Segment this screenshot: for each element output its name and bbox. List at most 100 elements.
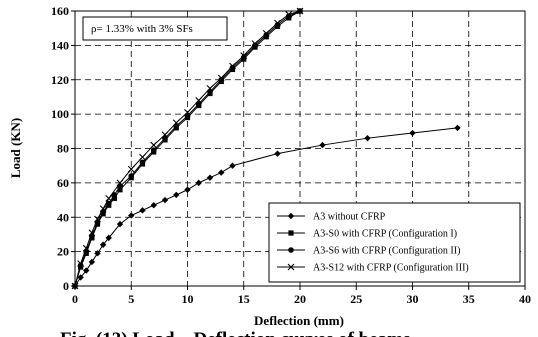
data-point	[116, 179, 124, 187]
data-point	[105, 200, 112, 207]
x-marker-stroke	[161, 131, 169, 139]
data-point	[150, 147, 157, 154]
x-marker-stroke	[88, 229, 96, 237]
y-tick-label: 140	[51, 38, 69, 52]
data-point	[252, 42, 258, 49]
data-point	[285, 11, 293, 18]
data-point	[184, 109, 191, 116]
data-point	[94, 250, 101, 257]
data-point	[206, 84, 214, 92]
x-marker-stroke	[116, 179, 124, 187]
data-point	[195, 96, 203, 104]
x-marker-stroke	[229, 62, 236, 70]
x-marker-stroke	[251, 40, 259, 48]
data-point	[161, 131, 169, 139]
legend-frame	[268, 202, 521, 283]
data-point	[117, 187, 123, 193]
data-point	[274, 19, 281, 27]
data-point	[94, 215, 101, 223]
annotation-text: ρ= 1.33% with 3% SFs	[91, 23, 193, 35]
y-axis-label: Load (KN)	[8, 118, 23, 178]
data-point	[88, 258, 96, 266]
legend-label: A3-S12 with CFRP (Configuration III)	[313, 263, 469, 274]
data-point	[161, 196, 169, 204]
x-tick-label: 5	[128, 292, 134, 306]
data-point	[150, 141, 158, 149]
x-marker-stroke	[184, 109, 191, 116]
data-point	[240, 52, 248, 60]
data-point	[139, 153, 146, 161]
legend: A3 without CFRP A3-S0 with CFRP (Configur…	[268, 202, 521, 283]
x-marker-stroke	[71, 282, 79, 290]
x-tick-label: 35	[463, 292, 475, 306]
legend-entry: A3-S6 with CFRP (Configuration II)	[277, 246, 460, 257]
legend-label: A3-S6 with CFRP (Configuration II)	[313, 246, 460, 257]
y-tick-label: 40	[57, 210, 69, 224]
data-point	[263, 32, 270, 38]
legend-marker	[287, 212, 295, 220]
data-point	[319, 141, 326, 149]
x-marker-stroke	[274, 19, 281, 27]
y-tick-label: 60	[57, 176, 69, 190]
x-tick-label: 30	[407, 292, 419, 306]
data-point	[364, 134, 371, 142]
x-tick-label: 15	[238, 292, 250, 306]
figure-caption: Fig. (13) Load – Deflection curves of be…	[60, 329, 410, 337]
data-point	[229, 62, 236, 70]
x-tick-label: 10	[182, 292, 194, 306]
x-marker-stroke	[240, 52, 248, 60]
annotation-box: ρ= 1.33% with 3% SFs	[82, 16, 228, 41]
data-point	[77, 274, 84, 281]
x-marker-stroke	[172, 119, 180, 127]
x-tick-label: 0	[72, 292, 78, 306]
data-point	[83, 267, 90, 274]
x-marker-stroke	[195, 96, 203, 104]
x-tick-label: 25	[350, 292, 362, 306]
y-tick-label: 160	[51, 4, 69, 18]
data-point	[240, 54, 247, 61]
legend-label: A3-S0 with CFRP (Configuration I)	[313, 229, 457, 240]
x-marker-stroke	[296, 7, 304, 15]
data-point	[128, 173, 135, 179]
data-point	[229, 64, 236, 71]
y-tick-label: 80	[57, 142, 69, 156]
x-marker-stroke	[94, 215, 101, 223]
series-4	[71, 7, 304, 290]
data-point	[218, 169, 225, 176]
annotation-frame	[82, 16, 228, 41]
data-point	[195, 179, 202, 187]
data-point	[88, 229, 96, 237]
x-marker-stroke	[127, 165, 135, 173]
x-axis-label: Deflection (mm)	[254, 313, 344, 328]
data-point	[454, 124, 461, 132]
data-point	[139, 207, 146, 214]
data-point	[409, 129, 416, 137]
legend-marker	[288, 230, 294, 236]
data-point	[111, 195, 117, 201]
x-marker-stroke	[285, 11, 293, 18]
x-marker-stroke	[105, 194, 113, 202]
data-point	[116, 220, 124, 228]
legend-entry: A3-S12 with CFRP (Configuration III)	[277, 263, 469, 274]
legend-marker	[288, 247, 294, 253]
data-point	[128, 212, 135, 219]
x-tick-label: 40	[519, 292, 531, 306]
legend-entry: A3 without CFRP	[277, 212, 386, 223]
data-point	[99, 205, 107, 213]
data-point	[262, 29, 270, 37]
data-point	[251, 40, 259, 48]
x-marker-stroke	[77, 260, 85, 268]
data-series	[71, 7, 461, 290]
x-marker-stroke	[99, 205, 107, 213]
data-point	[218, 76, 225, 83]
y-tick-label: 120	[51, 73, 69, 87]
data-point	[77, 260, 85, 268]
data-point	[150, 202, 157, 209]
data-point	[229, 162, 236, 169]
x-marker-stroke	[217, 74, 225, 82]
data-point	[71, 282, 79, 290]
legend-marker	[287, 263, 295, 271]
y-tick-label: 0	[63, 279, 69, 293]
x-marker-stroke	[82, 244, 90, 252]
legend-entry: A3-S0 with CFRP (Configuration I)	[277, 229, 457, 240]
